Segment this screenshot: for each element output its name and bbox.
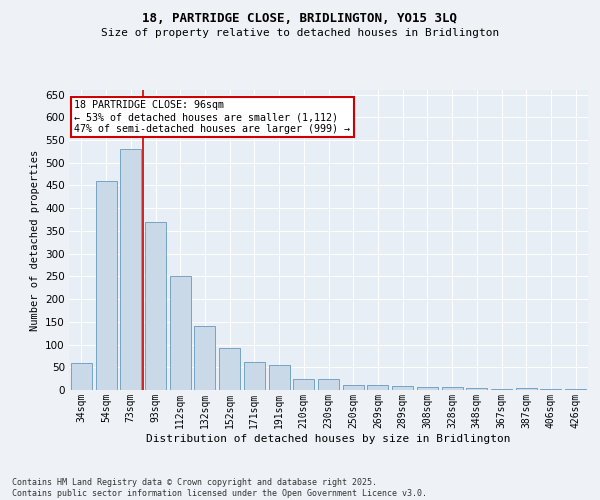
Bar (95, 181, 116, 390)
Bar (194, 326, 215, 390)
Bar (466, 388, 487, 390)
Bar (565, 389, 586, 390)
Bar (120, 149, 141, 390)
Bar (516, 388, 537, 390)
Bar (442, 387, 463, 390)
Bar (170, 276, 191, 390)
Bar (269, 365, 290, 390)
Text: Size of property relative to detached houses in Bridlington: Size of property relative to detached ho… (101, 28, 499, 38)
Bar (392, 386, 413, 390)
Text: 18, PARTRIDGE CLOSE, BRIDLINGTON, YO15 3LQ: 18, PARTRIDGE CLOSE, BRIDLINGTON, YO15 3… (143, 12, 458, 26)
Bar (541, 389, 562, 390)
Bar (491, 388, 512, 390)
Bar (417, 388, 438, 390)
Bar (343, 386, 364, 390)
Bar (293, 378, 314, 390)
Bar (367, 386, 388, 390)
Bar (244, 362, 265, 390)
Bar (145, 222, 166, 390)
Bar (318, 378, 339, 390)
Bar (71, 362, 92, 390)
Y-axis label: Number of detached properties: Number of detached properties (29, 150, 40, 330)
Text: Contains HM Land Registry data © Crown copyright and database right 2025.
Contai: Contains HM Land Registry data © Crown c… (12, 478, 427, 498)
Text: 18 PARTRIDGE CLOSE: 96sqm
← 53% of detached houses are smaller (1,112)
47% of se: 18 PARTRIDGE CLOSE: 96sqm ← 53% of detac… (74, 100, 350, 134)
X-axis label: Distribution of detached houses by size in Bridlington: Distribution of detached houses by size … (146, 434, 511, 444)
Bar (219, 348, 240, 390)
